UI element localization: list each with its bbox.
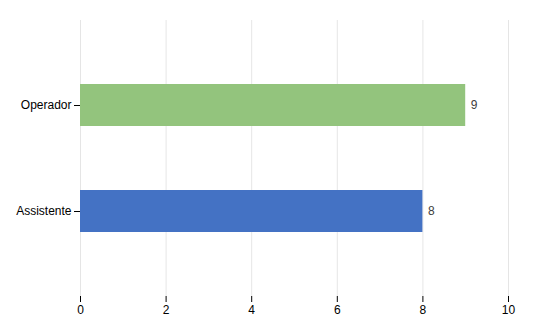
svg-text:10: 10 [502, 303, 516, 317]
svg-text:9: 9 [471, 98, 478, 112]
svg-text:4: 4 [248, 303, 255, 317]
svg-text:Assistente: Assistente [16, 204, 72, 218]
svg-text:0: 0 [77, 303, 84, 317]
svg-text:8: 8 [420, 303, 427, 317]
svg-text:6: 6 [334, 303, 341, 317]
svg-text:Operador: Operador [21, 98, 72, 112]
svg-text:8: 8 [428, 204, 435, 218]
svg-text:2: 2 [163, 303, 170, 317]
